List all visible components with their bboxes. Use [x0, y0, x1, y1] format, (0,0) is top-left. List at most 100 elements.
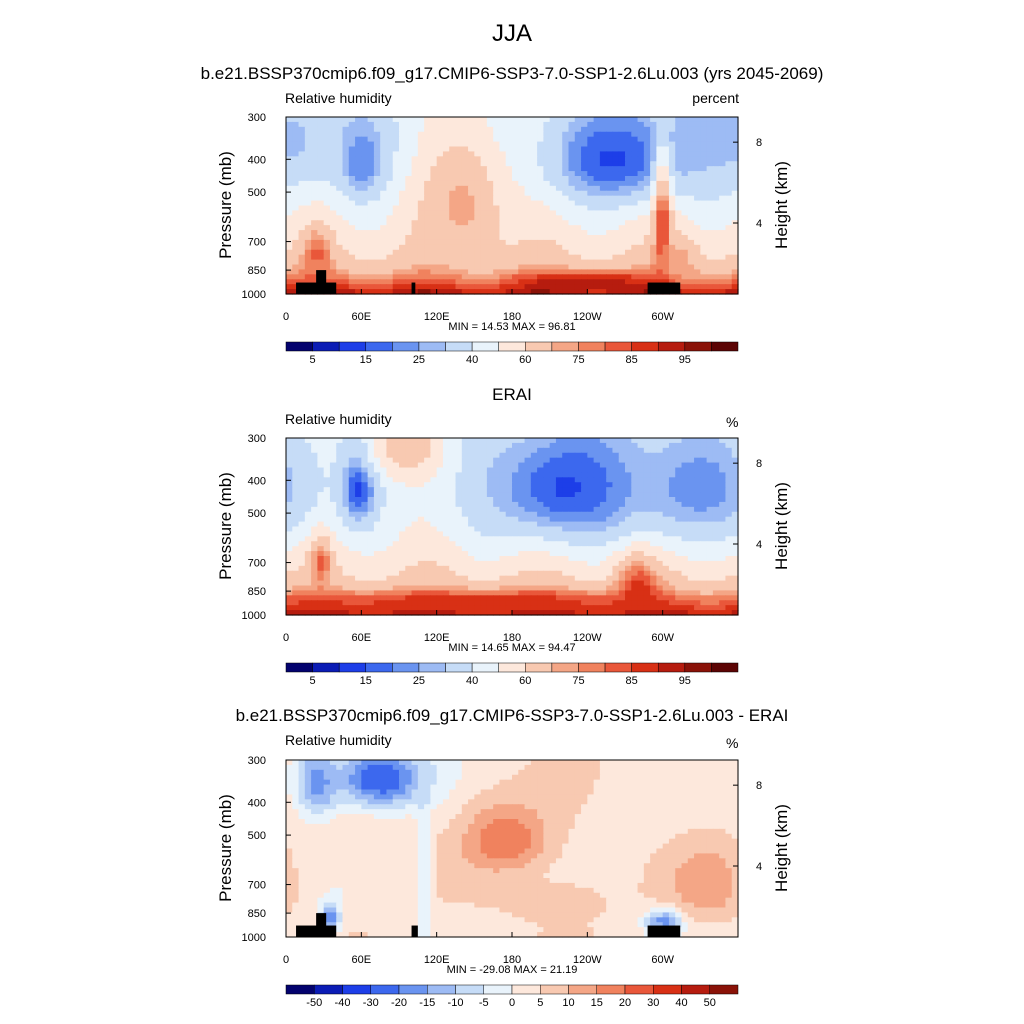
heatmap-cell	[311, 526, 318, 533]
heatmap-cell	[549, 442, 557, 449]
heatmap-cell	[650, 536, 657, 542]
heatmap-cell	[706, 565, 714, 572]
heatmap-cell	[436, 185, 444, 192]
heatmap-cell	[499, 556, 507, 562]
heatmap-cell	[530, 264, 538, 271]
heatmap-cell	[405, 190, 413, 197]
heatmap-cell	[555, 536, 563, 542]
heatmap-cell	[468, 161, 475, 167]
heatmap-cell	[625, 487, 632, 493]
heatmap-cell	[612, 560, 620, 567]
heatmap-cell	[392, 521, 400, 528]
heatmap-cell	[631, 536, 639, 542]
heatmap-cell	[392, 269, 400, 275]
heatmap-cell	[430, 492, 438, 498]
heatmap-cell	[706, 516, 714, 523]
heatmap-cell	[555, 551, 563, 557]
heatmap-cell	[574, 447, 582, 454]
heatmap-cell	[706, 126, 714, 133]
heatmap-cell	[468, 126, 475, 133]
heatmap-cell	[662, 254, 670, 261]
heatmap-cell	[650, 161, 657, 167]
heatmap-cell	[719, 521, 727, 528]
heatmap-cell	[392, 595, 400, 601]
heatmap-cell	[719, 190, 727, 197]
heatmap-cell	[304, 176, 312, 182]
heatmap-cell	[311, 225, 318, 231]
heatmap-cell	[505, 121, 513, 128]
heatmap-cell	[373, 501, 381, 508]
heatmap-cell	[348, 477, 356, 483]
heatmap-cell	[292, 521, 300, 528]
heatmap-cell	[530, 487, 538, 493]
heatmap-cell	[405, 546, 413, 552]
heatmap-cell	[656, 200, 664, 207]
heatmap-cell	[543, 220, 551, 226]
heatmap-cell	[625, 541, 632, 547]
heatmap-cell	[606, 215, 614, 221]
heatmap-cell	[518, 180, 526, 187]
heatmap-cell	[317, 526, 325, 533]
heatmap-cell	[430, 180, 438, 187]
heatmap-cell	[361, 230, 369, 236]
heatmap-cell	[568, 501, 576, 508]
heatmap-cell	[681, 482, 689, 488]
heatmap-cell	[731, 185, 739, 192]
heatmap-cell	[606, 526, 614, 533]
heatmap-cell	[298, 442, 306, 449]
heatmap-cell	[442, 269, 450, 275]
heatmap-cell	[361, 121, 369, 128]
heatmap-cell	[524, 117, 532, 123]
heatmap-cell	[681, 452, 689, 459]
heatmap-cell	[505, 536, 513, 542]
heatmap-cell	[687, 274, 695, 280]
heatmap-cell	[524, 551, 532, 557]
heatmap-cell	[424, 462, 431, 469]
heatmap-cell	[424, 244, 431, 251]
heatmap-cell	[298, 541, 306, 547]
heatmap-cell	[317, 497, 325, 503]
heatmap-cell	[417, 264, 425, 271]
heatmap-cell	[587, 506, 595, 513]
heatmap-cell	[298, 141, 306, 148]
heatmap-cell	[411, 541, 419, 547]
heatmap-cell	[361, 151, 369, 157]
heatmap-cell	[706, 225, 714, 231]
heatmap-cell	[342, 462, 350, 469]
heatmap-cell	[574, 161, 582, 167]
heatmap-cell	[731, 516, 739, 523]
heatmap-cell	[694, 244, 701, 251]
heatmap-cell	[668, 176, 676, 182]
heatmap-cell	[286, 492, 293, 498]
heatmap-cell	[311, 131, 318, 138]
heatmap-cell	[618, 501, 626, 508]
heatmap-cell	[587, 176, 595, 182]
heatmap-cell	[499, 230, 507, 236]
heatmap-cell	[543, 526, 551, 533]
heatmap-cell	[549, 556, 557, 562]
heatmap-cell	[455, 121, 463, 128]
heatmap-cell	[574, 521, 582, 528]
heatmap-cell	[543, 244, 551, 251]
heatmap-cell	[694, 462, 701, 469]
heatmap-cell	[424, 200, 431, 207]
heatmap-cell	[612, 511, 620, 518]
figure-title: JJA	[491, 20, 532, 47]
heatmap-cell	[505, 452, 513, 459]
heatmap-cell	[581, 531, 588, 537]
heatmap-cell	[725, 176, 733, 182]
heatmap-cell	[373, 200, 381, 207]
heatmap-cell	[606, 457, 614, 464]
heatmap-cell	[618, 284, 626, 290]
heatmap-cell	[530, 230, 538, 236]
heatmap-cell	[562, 156, 570, 162]
heatmap-cell	[537, 259, 544, 266]
heatmap-cell	[455, 264, 463, 271]
heatmap-cell	[436, 259, 444, 266]
heatmap-cell	[317, 531, 325, 537]
heatmap-cell	[355, 501, 362, 508]
heatmap-cell	[618, 220, 626, 226]
heatmap-cell	[399, 269, 406, 275]
heatmap-cell	[524, 185, 532, 192]
heatmap-cell	[499, 452, 507, 459]
